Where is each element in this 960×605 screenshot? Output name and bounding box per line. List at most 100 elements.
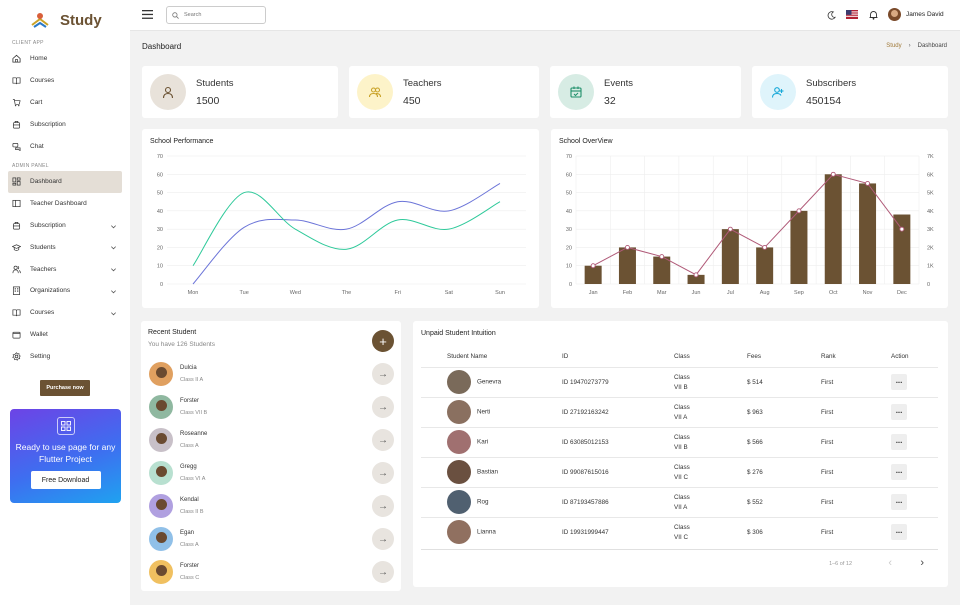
sidebar-item-students[interactable]: Students [8,236,122,258]
more-options-button[interactable]: ··· [891,434,907,450]
avatar [149,560,173,584]
sidebar-item-courses[interactable]: Courses [8,302,122,324]
sidebar-item-dashboard[interactable]: Dashboard [8,170,122,193]
more-options-button[interactable]: ··· [891,494,907,510]
stat-value: 32 [604,95,616,107]
search-box[interactable] [166,6,266,24]
us-flag-icon[interactable] [846,10,858,19]
gear-icon [12,351,21,361]
grid-icon [56,417,75,435]
sidebar-item-teacher-dashboard[interactable]: Teacher Dashboard [8,193,122,215]
sidebar-item-subscription[interactable]: Subscription [8,215,122,237]
list-item[interactable]: Gregg Class VI A → [149,461,394,489]
class-value: VII B [674,383,688,391]
sidebar-item-label: Courses [30,309,55,317]
table-row[interactable]: Rog ID 87193457886 Class VII A $ 552 First ··· [421,486,938,517]
student-name: Kendal [180,497,199,503]
add-student-button[interactable]: + [372,330,394,352]
table-row[interactable]: Kari ID 63085012153 Class VII B $ 566 First ··… [421,426,938,457]
purchase-now-button[interactable]: Purchase now [40,380,90,396]
more-options-button[interactable]: ··· [891,524,907,541]
stat-card-subscribers[interactable]: Subscribers 450154 [752,66,948,118]
list-item[interactable]: Roseanne Class A → [149,428,394,456]
student-class: Class VI A [180,476,206,482]
student-cell: Genevra [421,366,562,397]
sidebar-item-label: Subscription [30,120,66,128]
menu-icon[interactable] [142,10,153,19]
more-options-button[interactable]: ··· [891,374,907,390]
logo[interactable]: Study [0,0,130,32]
arrow-right-button[interactable]: → [372,495,394,517]
sidebar-item-home[interactable]: Home [8,48,122,70]
chevron-right-icon[interactable]: › [920,557,924,569]
student-name: Roseanne [180,431,208,437]
school-performance-card: School Performance 0 10 20 30 40 50 60 70 Mon Tue… [142,129,539,308]
list-item[interactable]: Egan Class A → [149,527,394,555]
arrow-right-icon: → [378,368,388,380]
avatar [447,460,471,484]
more-options-button[interactable]: ··· [891,464,907,480]
arrow-right-icon: → [378,533,388,545]
student-cell: Kari [421,426,562,457]
avatar[interactable] [888,8,901,21]
arrow-right-button[interactable]: → [372,561,394,583]
x-tick-label: Wed [290,290,301,296]
list-item[interactable]: Dulcia Class II A → [149,362,394,390]
y-tick-label: 30 [566,227,572,233]
avatar [149,527,173,551]
sidebar-item-label: Students [30,243,56,251]
arrow-right-button[interactable]: → [372,462,394,484]
sidebar-item-organizations[interactable]: Organizations [8,280,122,302]
x-tick-label: Sat [445,290,454,296]
stat-value: 1500 [196,95,220,107]
sidebar-item-setting[interactable]: Setting [8,345,122,367]
chevron-left-icon[interactable]: ‹ [888,557,892,569]
breadcrumb-root[interactable]: Study [886,43,902,49]
table-row[interactable]: Nerti ID 27192163242 Class VII A $ 963 First ·… [421,396,938,427]
sidebar-item-wallet[interactable]: Wallet [8,324,122,346]
chevron-down-icon [111,224,116,228]
sidebar-item-subscription[interactable]: Subscription [8,113,122,135]
section-admin-panel: ADMIN PANEL [12,162,49,169]
bell-icon[interactable] [869,10,878,20]
home-icon [12,55,21,63]
more-options-button[interactable]: ··· [891,404,907,420]
arrow-right-button[interactable]: → [372,528,394,550]
user-name[interactable]: James David [906,11,944,18]
y-tick-label: 10 [566,264,572,270]
sidebar-item-teachers[interactable]: Teachers [8,258,122,280]
student-name: Genevra [477,378,502,386]
arrow-right-button[interactable]: → [372,429,394,451]
table-row[interactable]: Genevra ID 19470273779 Class VII B $ 514 Firs… [421,366,938,397]
y-tick-label: 70 [566,154,572,160]
x-tick-label: Nov [863,290,873,296]
table-row[interactable]: Bastian ID 99087615016 Class VII C $ 276 Firs… [421,456,938,487]
stat-value: 450 [403,95,421,107]
subscription-icon [12,120,21,129]
avatar [149,395,173,419]
arrow-right-icon: → [378,401,388,413]
school-overview-card: School OverView 0 0 10 1K 20 2K 30 3K 40 4K 50 5K 60… [551,129,948,308]
bar [721,229,739,284]
arrow-right-button[interactable]: → [372,396,394,418]
sidebar-item-courses[interactable]: Courses [8,70,122,92]
stat-card-teachers[interactable]: Teachers 450 [349,66,539,118]
sidebar-item-label: Cart [30,98,43,106]
arrow-right-button[interactable]: → [372,363,394,385]
free-download-button[interactable]: Free Download [30,471,101,489]
list-item[interactable]: Forster Class C → [149,560,394,588]
stat-card-events[interactable]: Events 32 [550,66,741,118]
fees: $ 963 [747,396,821,427]
table-row[interactable]: Lianna ID 19931999447 Class VII C $ 306 First… [421,516,938,547]
search-input[interactable] [184,12,254,18]
stat-card-students[interactable]: Students 1500 [142,66,338,118]
class-label: Class [674,403,690,411]
class-cell: Class VII C [674,456,747,487]
list-item[interactable]: Forster Class VII B → [149,395,394,423]
y-tick-label: 20 [157,245,163,251]
moon-icon[interactable] [827,11,836,20]
sidebar-item-cart[interactable]: Cart [8,92,122,114]
sidebar-item-chat[interactable]: Chat [8,135,122,157]
list-item[interactable]: Kendal Class II B → [149,494,394,522]
class-value: VII A [674,413,688,421]
